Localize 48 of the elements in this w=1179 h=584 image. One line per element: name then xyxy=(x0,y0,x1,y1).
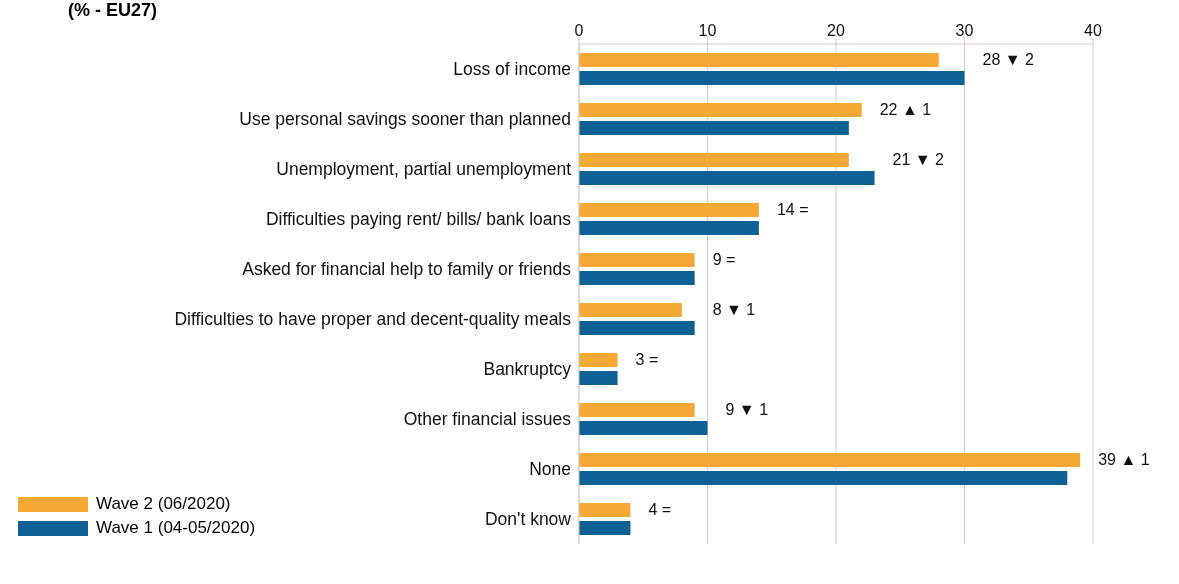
bar xyxy=(579,321,695,335)
bar xyxy=(579,53,939,67)
x-tick-label: 30 xyxy=(955,22,974,39)
x-tick-label: 10 xyxy=(698,22,717,39)
data-label: 21 ▼ 2 xyxy=(892,151,945,168)
y-tick-label: Loss of income xyxy=(453,59,571,80)
x-tick-label: 40 xyxy=(1084,22,1102,39)
bar xyxy=(579,471,1068,485)
bar xyxy=(579,203,759,217)
bar xyxy=(579,453,1081,467)
y-tick-label: Unemployment, partial unemployment xyxy=(276,159,572,180)
bar xyxy=(579,171,875,185)
y-tick-label: Asked for financial help to family or friends xyxy=(242,259,572,280)
bar xyxy=(579,421,708,435)
y-tick-label: Difficulties to have proper and decent-quality meals xyxy=(174,309,572,330)
bar xyxy=(579,503,631,517)
text: (% - EU27) xyxy=(68,0,158,21)
y-tick-label: Other financial issues xyxy=(403,409,572,430)
bar xyxy=(579,221,759,235)
x-tick-label: 20 xyxy=(827,22,845,39)
x-tick-label: 0 xyxy=(574,22,584,39)
data-label: 3 = xyxy=(635,351,659,368)
bar xyxy=(579,103,862,117)
bar xyxy=(579,371,618,385)
data-label: 28 ▼ 2 xyxy=(982,51,1035,68)
bar xyxy=(579,303,682,317)
data-label: 9 ▼ 1 xyxy=(725,401,769,418)
data-label: 39 ▲ 1 xyxy=(1098,451,1150,468)
data-label: 22 ▲ 1 xyxy=(879,101,932,118)
data-label: 4 = xyxy=(648,501,672,518)
bar xyxy=(579,253,695,267)
data-label: 8 ▼ 1 xyxy=(712,301,756,318)
y-tick-label: Don't know xyxy=(484,509,572,530)
bar xyxy=(579,153,849,167)
legend-label: Wave 2 (06/2020) xyxy=(96,494,231,514)
y-tick-label: Bankruptcy xyxy=(483,359,572,380)
bar xyxy=(579,521,631,535)
data-label: 9 = xyxy=(712,251,736,268)
bar xyxy=(579,353,618,367)
data-label: 14 = xyxy=(776,201,809,218)
legend-label: Wave 1 (04-05/2020) xyxy=(96,518,256,538)
bar xyxy=(579,271,695,285)
bar xyxy=(579,121,849,135)
bar xyxy=(579,403,695,417)
y-tick-label: None xyxy=(529,459,571,480)
bar xyxy=(579,71,965,85)
y-tick-label: Difficulties paying rent/ bills/ bank loans xyxy=(265,209,572,230)
y-tick-label: Use personal savings sooner than planned xyxy=(239,109,571,130)
